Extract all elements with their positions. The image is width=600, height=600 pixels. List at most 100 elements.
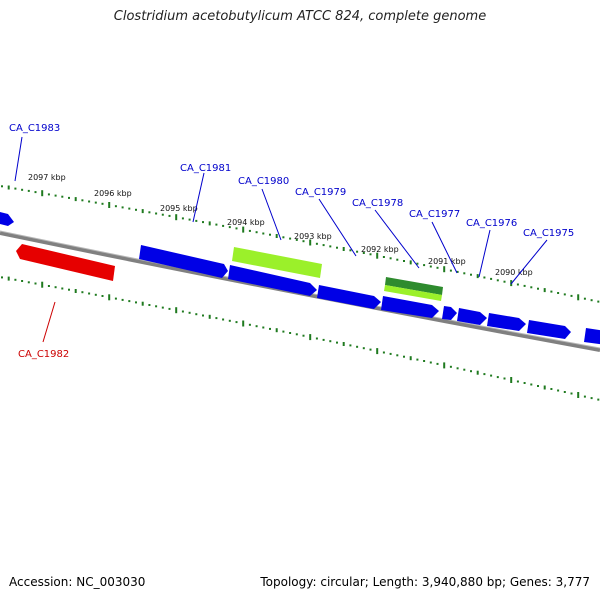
gene-label[interactable]: CA_C1978 xyxy=(352,198,403,209)
tick-mark xyxy=(181,217,184,220)
gene-arrow[interactable] xyxy=(228,265,317,296)
tick-mark xyxy=(41,281,44,288)
tick-mark xyxy=(74,197,77,202)
tick-mark xyxy=(449,365,452,368)
tick-mark xyxy=(289,237,292,240)
gene-label[interactable]: CA_C1983 xyxy=(9,123,60,134)
gene-arrow[interactable] xyxy=(139,245,228,278)
tick-mark xyxy=(362,347,365,350)
tick-mark xyxy=(315,242,318,245)
tick-mark xyxy=(228,226,231,229)
gene-arrow[interactable] xyxy=(381,296,439,318)
gene-arrow[interactable] xyxy=(457,308,487,325)
gene-label[interactable]: CA_C1981 xyxy=(180,163,231,174)
tick-mark xyxy=(235,227,238,230)
tick-mark xyxy=(222,224,225,227)
tick-mark xyxy=(443,266,446,273)
tick-mark xyxy=(389,257,392,260)
tick-mark xyxy=(470,273,472,276)
tick-mark xyxy=(543,385,546,390)
kbp-label: 2097 kbp xyxy=(28,173,66,182)
tick-mark xyxy=(208,221,211,226)
tick-mark xyxy=(81,199,84,202)
tick-mark xyxy=(423,360,426,362)
tick-mark xyxy=(409,356,412,361)
tick-mark xyxy=(135,208,137,211)
tick-mark xyxy=(496,376,499,379)
tick-mark xyxy=(255,325,258,328)
tick-mark xyxy=(349,344,352,347)
gene-arrow[interactable] xyxy=(317,285,381,309)
tick-mark xyxy=(483,373,486,376)
tick-mark xyxy=(483,276,486,279)
tick-mark xyxy=(382,256,385,258)
tick-mark xyxy=(537,385,539,387)
gene-arrow[interactable] xyxy=(584,328,600,345)
tick-mark xyxy=(155,305,158,308)
tick-mark xyxy=(195,219,198,222)
tick-mark xyxy=(141,209,144,214)
tick-mark xyxy=(141,301,144,306)
tick-mark xyxy=(510,377,513,383)
leader-line xyxy=(510,239,548,285)
tick-mark xyxy=(577,392,580,398)
rna-bar[interactable] xyxy=(385,277,443,295)
rna-bar[interactable] xyxy=(232,247,322,278)
gene-label[interactable]: CA_C1976 xyxy=(466,218,517,229)
tick-mark xyxy=(302,334,305,337)
kbp-label: 2093 kbp xyxy=(294,232,332,241)
tick-mark xyxy=(490,374,493,377)
gene-label[interactable]: CA_C1977 xyxy=(409,209,460,220)
tick-mark xyxy=(21,188,24,191)
tick-mark xyxy=(88,292,91,295)
tick-mark xyxy=(175,214,178,221)
tick-mark xyxy=(516,283,519,286)
tick-mark xyxy=(47,285,50,287)
tick-mark xyxy=(389,352,392,355)
leader-line xyxy=(478,229,491,278)
reverse-gene-arrow[interactable] xyxy=(16,244,115,281)
gene-arrow[interactable] xyxy=(442,306,457,320)
gene-label[interactable]: CA_C1982 xyxy=(18,349,69,360)
tick-mark xyxy=(557,389,560,392)
tick-mark xyxy=(597,398,600,401)
kbp-label: 2090 kbp xyxy=(495,268,533,277)
gene-label[interactable]: CA_C1975 xyxy=(523,228,574,239)
tick-mark xyxy=(396,354,399,357)
gene-arrow[interactable] xyxy=(0,210,14,226)
leader-line xyxy=(431,221,458,274)
tick-mark xyxy=(262,232,265,235)
gene-arrow[interactable] xyxy=(527,320,571,339)
tick-mark xyxy=(463,272,466,275)
tick-mark xyxy=(557,292,560,294)
tick-mark xyxy=(275,234,278,238)
tick-mark xyxy=(570,392,573,395)
tick-mark xyxy=(302,240,305,243)
tick-mark xyxy=(135,301,137,304)
gene-label[interactable]: CA_C1979 xyxy=(295,187,346,198)
tick-mark xyxy=(262,326,265,329)
tick-mark xyxy=(14,187,17,190)
tick-mark xyxy=(590,299,593,302)
tick-mark xyxy=(255,231,258,234)
tick-mark xyxy=(597,300,600,303)
tick-mark xyxy=(583,395,586,398)
tick-mark xyxy=(228,319,231,322)
tick-mark xyxy=(456,367,459,370)
tick-mark xyxy=(88,200,91,203)
tick-mark xyxy=(416,358,419,361)
tick-mark xyxy=(155,212,158,215)
tick-mark xyxy=(215,317,218,320)
tick-mark xyxy=(235,321,238,324)
gene-label[interactable]: CA_C1980 xyxy=(238,176,289,187)
tick-mark xyxy=(7,276,10,281)
rna-bar[interactable] xyxy=(384,285,442,301)
tick-mark xyxy=(309,334,312,341)
tick-mark xyxy=(470,370,472,373)
tick-mark xyxy=(161,306,164,309)
tick-mark xyxy=(215,223,218,226)
tick-mark xyxy=(289,332,292,334)
gene-arrow[interactable] xyxy=(487,313,526,331)
tick-mark xyxy=(336,341,338,344)
outer-tick-track xyxy=(1,185,600,303)
